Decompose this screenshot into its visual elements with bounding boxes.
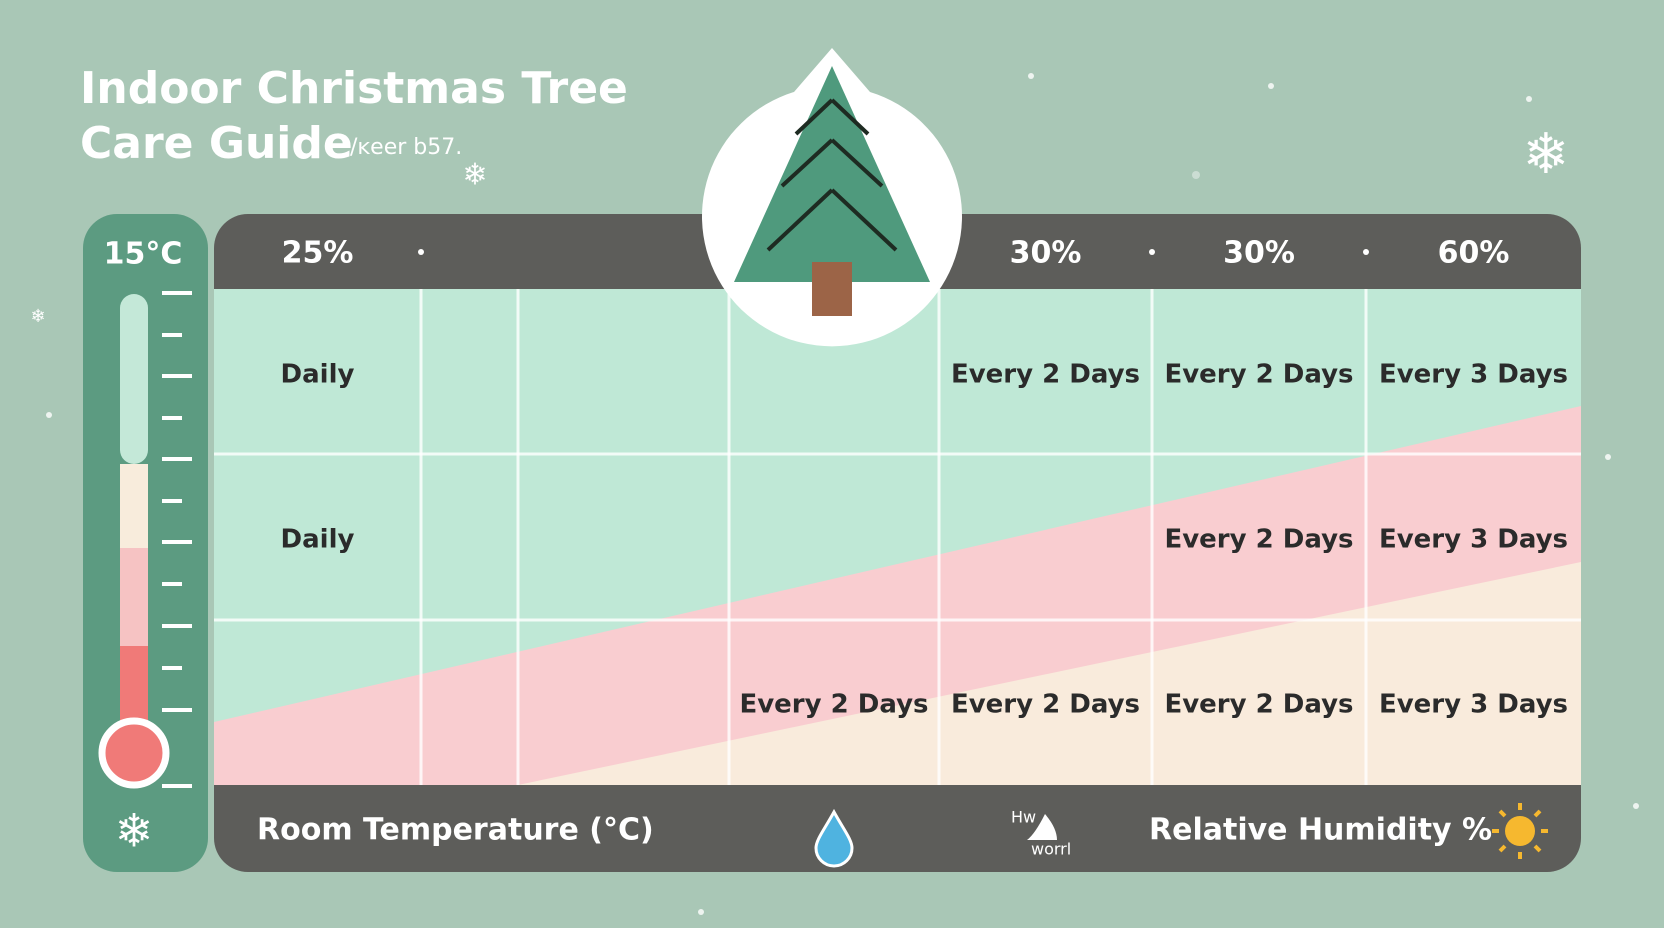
sun: [1492, 803, 1548, 859]
snowflake: ❄: [462, 158, 487, 193]
table: [214, 214, 1581, 872]
header-cell: 30%: [1223, 236, 1295, 271]
title: Indoor Christmas Tree: [80, 63, 628, 114]
table-cell: Every 3 Days: [1379, 690, 1568, 720]
header-cell: 30%: [1010, 236, 1082, 271]
icon: [1027, 814, 1057, 840]
header-dots: [418, 249, 1369, 255]
title: Care Guide: [80, 118, 353, 169]
tree-badge: [701, 48, 962, 347]
table-cell: Every 2 Days: [1164, 690, 1353, 720]
table-cell: Daily: [281, 525, 355, 555]
icon-text: worrl: [1031, 840, 1071, 859]
snow: [46, 73, 1639, 915]
grid: [214, 289, 1581, 785]
header-cell: 60%: [1438, 236, 1510, 271]
table-cell: Every 2 Days: [1164, 525, 1353, 555]
table-cell: Every 2 Days: [739, 690, 928, 720]
table-cell: Every 3 Days: [1379, 525, 1568, 555]
water-drop: [814, 808, 854, 868]
header-cell: 25%: [282, 236, 354, 271]
snowflake: ❄: [1523, 122, 1570, 187]
thermometer-label: 15°C: [104, 237, 183, 272]
table-cell: Every 3 Days: [1379, 360, 1568, 390]
thermometer-ticks: [162, 291, 192, 788]
bulb: [98, 717, 170, 789]
icon-text: Hw: [1011, 808, 1036, 827]
table-cell: Daily: [281, 360, 355, 390]
table-cell: Every 2 Days: [951, 360, 1140, 390]
table-cell: Every 2 Days: [1164, 360, 1353, 390]
snowflake: ❄: [115, 804, 154, 858]
tube: [120, 294, 148, 464]
table-footer: [214, 785, 1581, 872]
x-label: Room Temperature (°C): [257, 813, 654, 848]
title-note: /ĸeer b57.: [350, 135, 462, 160]
y-label: Relative Humidity %: [1149, 813, 1492, 848]
snowflake: ❄: [30, 306, 45, 327]
tube: [120, 464, 148, 548]
zone-cream: [518, 562, 1581, 785]
table-cell: Every 2 Days: [951, 690, 1140, 720]
tube: [120, 548, 148, 646]
